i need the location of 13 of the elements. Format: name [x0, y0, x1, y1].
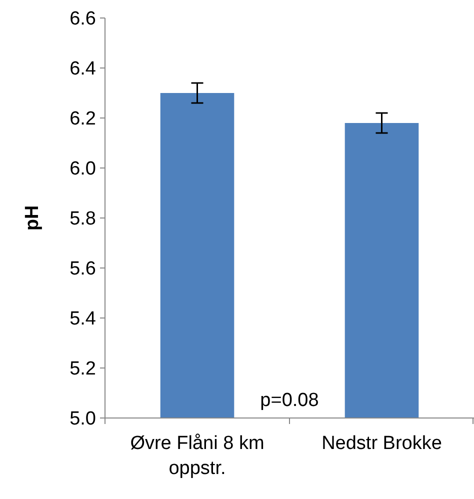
y-tick-label: 6.0 [70, 158, 96, 180]
y-tick-label: 5.2 [70, 358, 96, 380]
y-tick-label: 5.4 [70, 308, 96, 330]
x-tick-label: Nedstr Brokke [322, 433, 442, 454]
y-tick-label: 5.6 [70, 258, 96, 280]
y-tick-label: 6.2 [70, 108, 96, 130]
y-tick-label: 5.8 [70, 208, 96, 230]
y-tick-label: 6.6 [70, 8, 96, 30]
y-axis-title: pH [22, 205, 43, 231]
x-tick-label: Øvre Flåni 8 km oppstr. [130, 433, 264, 479]
y-tick-label: 5.0 [70, 408, 96, 430]
y-tick-label: 6.4 [70, 58, 96, 80]
annotation: p=0.08 [260, 390, 319, 411]
